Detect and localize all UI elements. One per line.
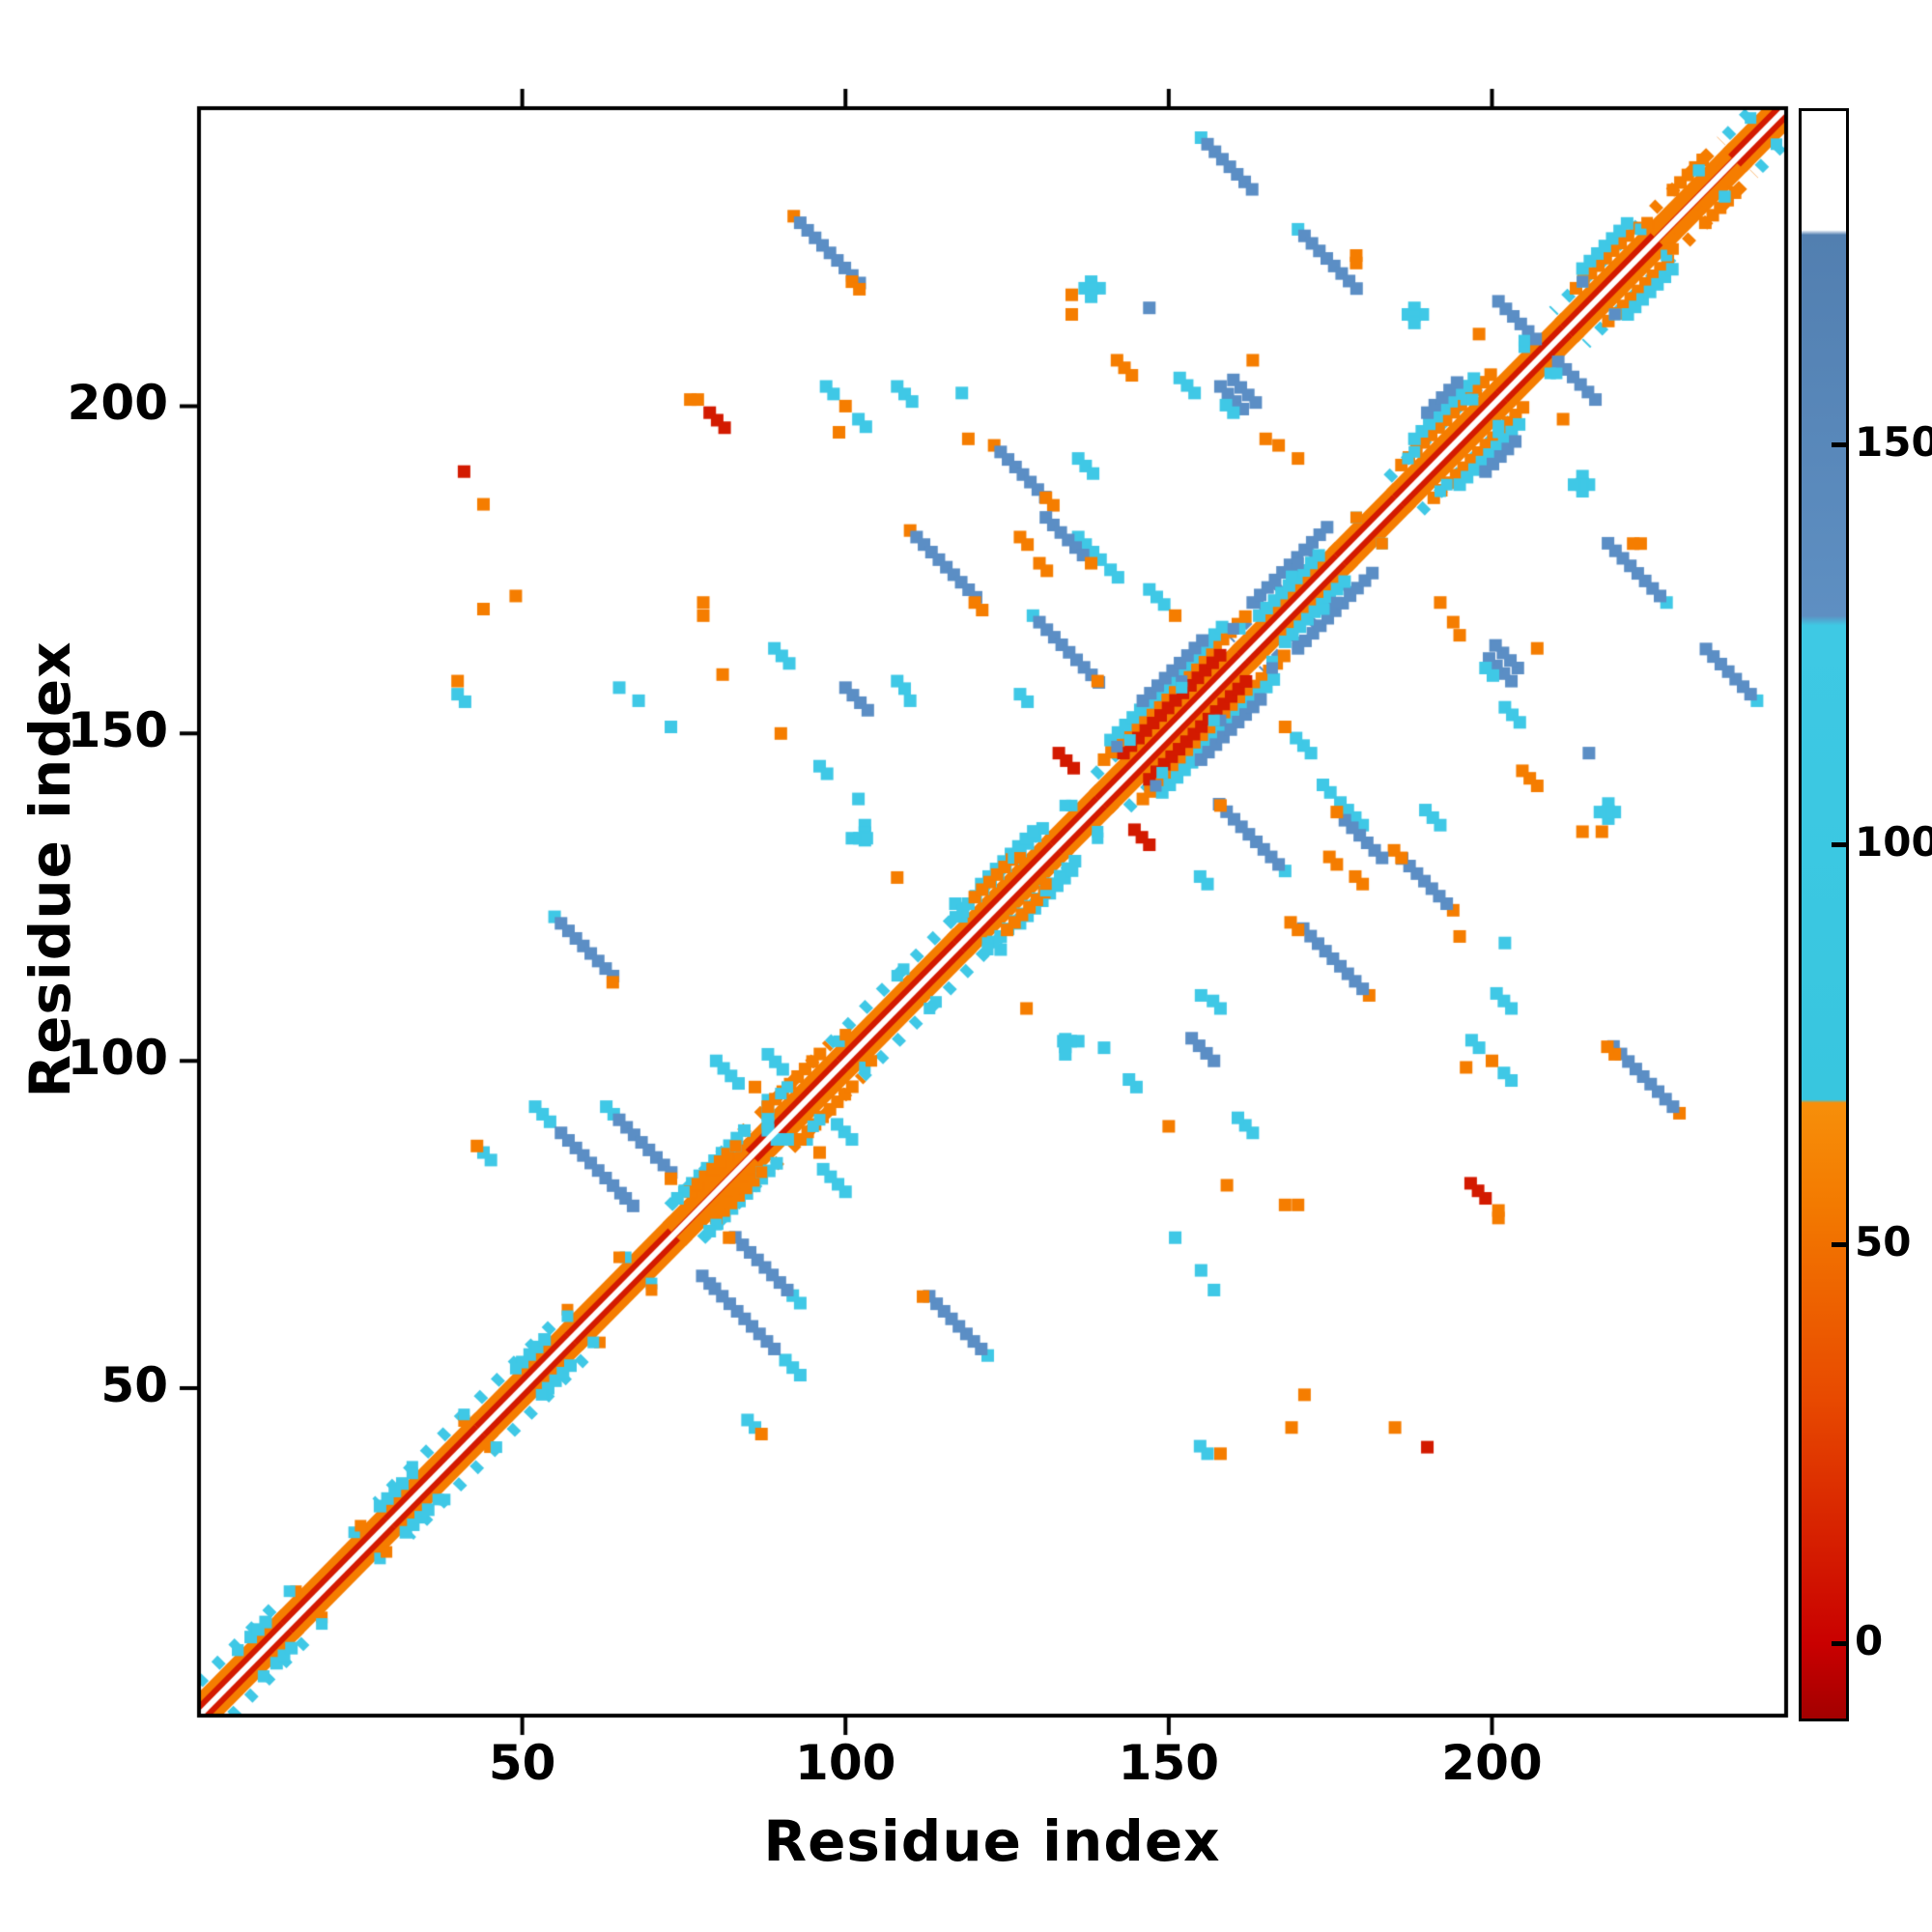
x-tick-label: 50 [488,1735,556,1791]
colorbar-tick-label: 50 [1855,1217,1912,1265]
x-axis-label: Residue index [763,1808,1221,1874]
x-tick-label: 200 [1441,1735,1543,1791]
y-tick-label: 150 [67,702,168,759]
x-tick-label: 150 [1118,1735,1220,1791]
colorbar-tick [1832,841,1849,847]
colorbar-tick-label: 150 [1855,417,1932,466]
colorbar-tick [1832,1641,1849,1647]
colorbar [1799,108,1849,1721]
x-tick-label: 100 [795,1735,896,1791]
y-tick-label: 100 [67,1030,168,1087]
colorbar-tick-label: 0 [1855,1617,1884,1665]
colorbar-tick-label: 100 [1855,817,1932,866]
y-tick-label: 200 [67,375,168,432]
colorbar-tick [1832,1241,1849,1247]
colorbar-tick [1832,441,1849,447]
y-tick-label: 50 [100,1357,168,1414]
